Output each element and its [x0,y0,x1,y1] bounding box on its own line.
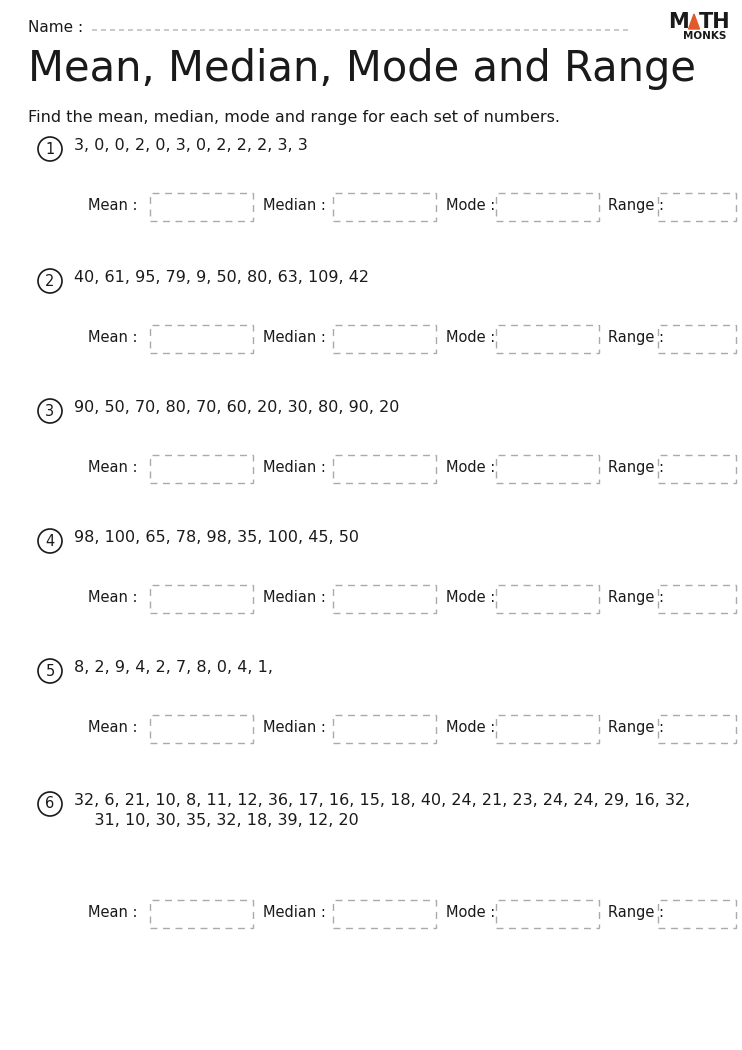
FancyBboxPatch shape [333,193,436,220]
Circle shape [38,659,62,682]
FancyBboxPatch shape [150,900,253,928]
Text: Mean :: Mean : [88,720,137,735]
Text: Median :: Median : [263,198,326,213]
FancyBboxPatch shape [658,326,736,353]
Text: TH: TH [699,12,731,32]
Text: Name :: Name : [28,20,83,35]
Text: 98, 100, 65, 78, 98, 35, 100, 45, 50: 98, 100, 65, 78, 98, 35, 100, 45, 50 [74,530,359,545]
Text: Mean :: Mean : [88,905,137,920]
Text: Mean :: Mean : [88,330,137,345]
Text: Range :: Range : [608,720,664,735]
Text: MONKS: MONKS [683,32,726,41]
Text: Mean :: Mean : [88,198,137,213]
FancyBboxPatch shape [150,326,253,353]
FancyBboxPatch shape [333,455,436,483]
Circle shape [38,529,62,553]
Circle shape [38,792,62,816]
Text: 40, 61, 95, 79, 9, 50, 80, 63, 109, 42: 40, 61, 95, 79, 9, 50, 80, 63, 109, 42 [74,270,369,285]
FancyBboxPatch shape [658,715,736,743]
FancyBboxPatch shape [333,326,436,353]
FancyBboxPatch shape [496,900,599,928]
FancyBboxPatch shape [658,585,736,613]
Circle shape [38,136,62,161]
Text: 90, 50, 70, 80, 70, 60, 20, 30, 80, 90, 20: 90, 50, 70, 80, 70, 60, 20, 30, 80, 90, … [74,400,399,415]
Text: 4: 4 [45,533,55,548]
FancyBboxPatch shape [658,193,736,220]
Circle shape [38,269,62,293]
Polygon shape [689,14,700,29]
FancyBboxPatch shape [150,715,253,743]
FancyBboxPatch shape [658,900,736,928]
Text: Median :: Median : [263,330,326,345]
Text: 3, 0, 0, 2, 0, 3, 0, 2, 2, 2, 3, 3: 3, 0, 0, 2, 0, 3, 0, 2, 2, 2, 3, 3 [74,138,308,153]
FancyBboxPatch shape [496,585,599,613]
Text: Mode :: Mode : [446,198,495,213]
Text: Mode :: Mode : [446,590,495,605]
Text: Median :: Median : [263,460,326,475]
FancyBboxPatch shape [333,585,436,613]
Text: 3: 3 [45,403,55,419]
Text: 5: 5 [45,664,55,678]
Text: Mean, Median, Mode and Range: Mean, Median, Mode and Range [28,48,696,90]
Text: Mode :: Mode : [446,460,495,475]
Text: Mode :: Mode : [446,330,495,345]
FancyBboxPatch shape [150,193,253,220]
FancyBboxPatch shape [496,455,599,483]
FancyBboxPatch shape [658,455,736,483]
FancyBboxPatch shape [496,326,599,353]
FancyBboxPatch shape [496,193,599,220]
Text: Range :: Range : [608,905,664,920]
FancyBboxPatch shape [150,455,253,483]
Text: 8, 2, 9, 4, 2, 7, 8, 0, 4, 1,: 8, 2, 9, 4, 2, 7, 8, 0, 4, 1, [74,660,273,675]
Text: Range :: Range : [608,330,664,345]
FancyBboxPatch shape [333,715,436,743]
Text: M: M [668,12,689,32]
Circle shape [38,399,62,423]
Text: 31, 10, 30, 35, 32, 18, 39, 12, 20: 31, 10, 30, 35, 32, 18, 39, 12, 20 [74,813,358,828]
FancyBboxPatch shape [333,900,436,928]
Text: Mode :: Mode : [446,720,495,735]
Text: Median :: Median : [263,720,326,735]
Text: Median :: Median : [263,590,326,605]
Text: Range :: Range : [608,460,664,475]
FancyBboxPatch shape [150,585,253,613]
Text: Median :: Median : [263,905,326,920]
Text: Find the mean, median, mode and range for each set of numbers.: Find the mean, median, mode and range fo… [28,110,560,125]
Text: 32, 6, 21, 10, 8, 11, 12, 36, 17, 16, 15, 18, 40, 24, 21, 23, 24, 24, 29, 16, 32: 32, 6, 21, 10, 8, 11, 12, 36, 17, 16, 15… [74,793,690,808]
Text: 1: 1 [45,142,55,156]
FancyBboxPatch shape [496,715,599,743]
Text: Range :: Range : [608,198,664,213]
Text: Range :: Range : [608,590,664,605]
Text: Mode :: Mode : [446,905,495,920]
Text: Mean :: Mean : [88,590,137,605]
Text: 6: 6 [45,797,55,812]
Text: 2: 2 [45,273,55,289]
Text: Mean :: Mean : [88,460,137,475]
